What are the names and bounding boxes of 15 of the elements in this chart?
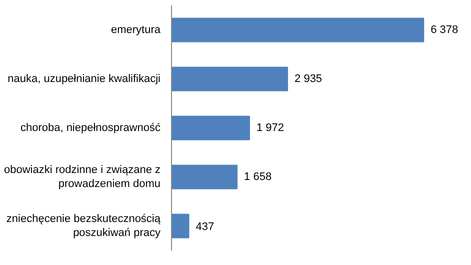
data-label: 6 378 — [430, 24, 458, 36]
data-label: 1 972 — [256, 122, 284, 134]
bar — [172, 66, 288, 92]
y-tick-label: zniechęcenie bezskutecznością poszukiwań pracy — [6, 212, 162, 240]
data-label: 1 658 — [244, 171, 272, 183]
bar — [172, 214, 190, 238]
y-tick-label: choroba, niepełnosprawność — [20, 122, 161, 134]
y-tick-label: obowiazki rodzinne i związane z prowadzeniem domu — [4, 164, 161, 190]
y-tick-label: emerytura — [110, 24, 162, 36]
bar — [172, 18, 424, 42]
bar — [172, 164, 238, 190]
bar — [172, 116, 250, 140]
data-label: 2 935 — [294, 73, 322, 85]
data-label: 437 — [196, 221, 214, 233]
y-tick-label: nauka, uzupełnianie kwalifikacji — [8, 73, 161, 85]
